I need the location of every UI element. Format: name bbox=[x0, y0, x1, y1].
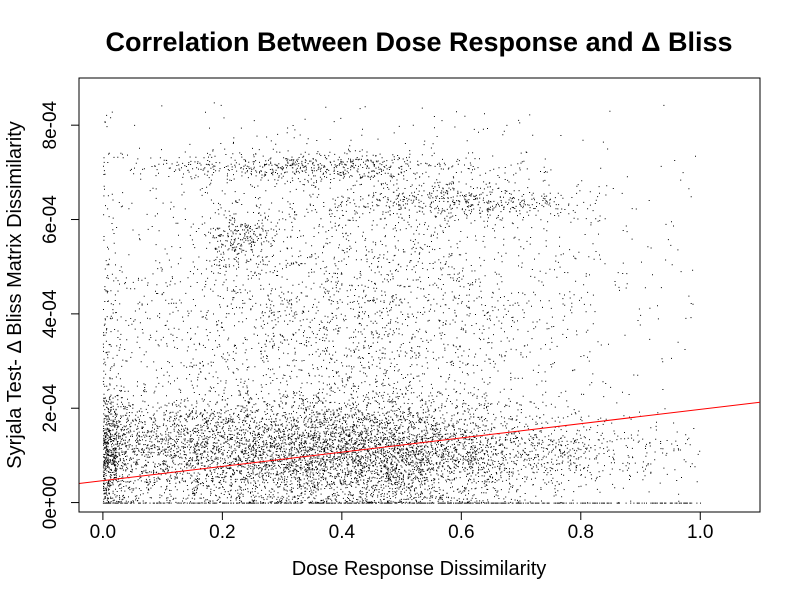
chart-title: Correlation Between Dose Response and Δ … bbox=[105, 27, 732, 57]
x-tick-label: 0.8 bbox=[568, 522, 594, 543]
x-axis: 0.0 0.2 0.4 0.6 0.8 1.0 bbox=[90, 511, 713, 543]
y-tick-label: 6e-04 bbox=[40, 195, 61, 244]
x-tick-label: 1.0 bbox=[687, 522, 713, 543]
x-tick-label: 0.0 bbox=[90, 522, 116, 543]
y-tick-label: 0e+00 bbox=[40, 476, 61, 529]
plot-area-frame bbox=[78, 77, 761, 513]
x-tick-label: 0.4 bbox=[329, 522, 356, 543]
x-tick-label: 0.2 bbox=[209, 522, 235, 543]
y-tick-label: 4e-04 bbox=[40, 289, 61, 338]
y-axis: 0e+00 2e-04 4e-04 6e-04 8e-04 bbox=[40, 100, 80, 529]
scatter-points bbox=[102, 102, 701, 504]
y-tick-label: 8e-04 bbox=[40, 100, 61, 149]
data-points bbox=[102, 102, 701, 504]
x-axis-label: Dose Response Dissimilarity bbox=[292, 558, 547, 580]
y-axis-label: Syrjala Test- Δ Bliss Matrix Dissimilari… bbox=[4, 121, 26, 468]
x-tick-label: 0.6 bbox=[448, 522, 474, 543]
y-tick-label: 2e-04 bbox=[40, 383, 61, 432]
regression-line bbox=[78, 401, 761, 484]
